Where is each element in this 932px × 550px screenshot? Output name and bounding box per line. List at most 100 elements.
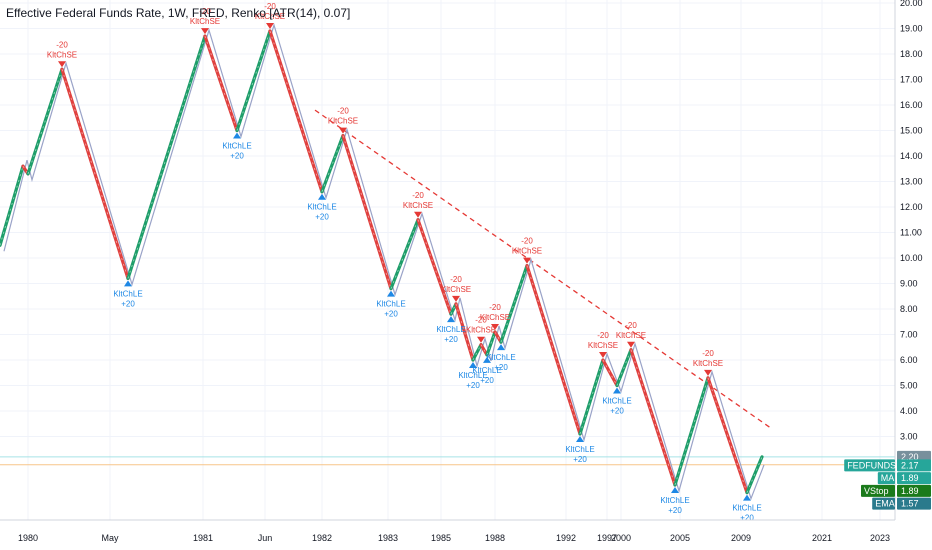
renko-segment (320, 134, 345, 194)
long-entry-signal: KltChLE+20 (472, 356, 502, 385)
price-tick-label: 14.00 (900, 151, 923, 161)
fedfunds-badge: 2.17 FEDFUNDS (844, 459, 931, 472)
long-entry-signal: KltChLE+20 (376, 290, 406, 319)
price-axis[interactable]: 20.00 19.00 18.00 17.00 16.00 15.00 14.00 13.00… (900, 0, 923, 442)
signal-label: KltChLE (307, 203, 336, 212)
time-tick-label: 1988 (485, 533, 505, 543)
renko-brick-texture (616, 349, 632, 386)
price-tick-label: 17.00 (900, 75, 923, 85)
moving-average-line (3, 22, 765, 501)
signal-label: KltChSE (403, 201, 433, 210)
long-entry-signal: KltChLE+20 (458, 362, 488, 390)
long-entry-signal: KltChLE+20 (602, 387, 632, 416)
arrow-down-icon (599, 352, 607, 358)
time-tick-label: 1981 (193, 533, 213, 543)
grid-lines (0, 0, 895, 520)
arrow-down-icon (477, 336, 485, 343)
signal-amount: -20 (625, 321, 637, 330)
time-tick-label: 1992 (556, 533, 576, 543)
long-entry-signal: KltChLE+20 (222, 132, 252, 161)
ma-badge-label-bg (877, 472, 895, 485)
arrow-up-icon (743, 494, 751, 501)
signal-amount: -20 (597, 331, 609, 340)
renko-segment (235, 29, 272, 133)
arrow-down-icon (201, 28, 209, 35)
renko-brick-texture (746, 456, 763, 493)
price-tick-label: 20.00 (900, 0, 923, 8)
long-entry-signal: KltChLE+20 (732, 494, 762, 523)
renko-segment (471, 343, 483, 362)
arrow-up-icon (671, 486, 679, 493)
long-entry-signal: KltChLE+20 (307, 193, 337, 222)
ema-badge: 1.57 EMA (872, 497, 931, 510)
long-entry-signal: KltChLE+20 (113, 280, 143, 308)
renko-brick-texture (127, 36, 206, 279)
price-tick-label: 10.00 (900, 253, 923, 263)
long-entry-signal: KltChLE+20 (660, 486, 690, 515)
renko-brick-texture (27, 69, 63, 174)
arrow-down-icon (414, 211, 422, 218)
ema-badge-label-bg (872, 497, 895, 510)
price-tick-label: 6.00 (900, 355, 918, 365)
renko-brick-texture (61, 69, 129, 279)
signal-label: KltChSE (328, 117, 358, 126)
renko-bricks (0, 29, 764, 495)
signal-label: KltChLE (660, 496, 689, 505)
signal-amount: +20 (315, 213, 329, 222)
time-tick-label: May (101, 533, 119, 543)
renko-brick-texture (602, 359, 618, 386)
signal-label: KltChSE (693, 359, 723, 368)
price-badges: 2.202.17 FEDFUNDS 1.89 MA 1.89 VStop 1.57 EMA (844, 450, 931, 510)
signal-amount: +20 (740, 514, 754, 523)
signal-label: KltChSE (190, 17, 220, 26)
price-tick-label: 3.00 (900, 432, 918, 442)
ma-badge-bg (897, 472, 931, 485)
signal-amount: -20 (337, 107, 349, 116)
renko-brick-texture (417, 219, 452, 315)
price-tick-label: 5.00 (900, 381, 918, 391)
renko-segment (525, 264, 582, 436)
renko-brick-texture (450, 303, 457, 315)
trend-line-dashed[interactable] (314, 109, 773, 430)
ema-badge-bg (897, 497, 931, 510)
long-entry-signal: KltChLE+20 (565, 435, 595, 464)
fedfunds-badge-bg (897, 459, 931, 472)
time-tick-label: Jun (258, 533, 273, 543)
time-tick-label: 2021 (812, 533, 832, 543)
vstop-badge-bg (897, 484, 931, 497)
signal-label: KltChLE (113, 289, 142, 298)
signal-label: KltChSE (47, 50, 77, 59)
signal-amount: +20 (230, 152, 244, 161)
signal-amount: -20 (475, 316, 487, 325)
renko-brick-texture (321, 135, 344, 192)
trend-line[interactable] (314, 109, 773, 430)
renko-brick-texture (579, 359, 604, 435)
time-tick-label: 2009 (731, 533, 751, 543)
signal-amount: -20 (702, 349, 714, 358)
price-tick-label: 8.00 (900, 304, 918, 314)
price-badge-value: 2.20 (901, 452, 919, 462)
price-tick-label: 13.00 (900, 177, 923, 187)
signal-amount: +20 (121, 299, 135, 308)
time-tick-label: 1997 (597, 533, 617, 543)
renko-brick-texture (494, 331, 502, 343)
signal-amount: -20 (264, 2, 276, 11)
vstop-badge-label-bg (861, 484, 895, 497)
renko-brick-texture (674, 377, 709, 486)
price-tick-label: 4.00 (900, 406, 918, 416)
price-tick-label: 15.00 (900, 126, 923, 136)
renko-brick-texture (455, 303, 474, 361)
signal-label: KltChSE (441, 285, 471, 294)
signal-label: KltChLE (565, 445, 594, 454)
long-entry-signal: KltChLE+20 (486, 344, 516, 372)
fedfunds-badge-value: 2.17 (901, 460, 919, 470)
signal-amount: -20 (56, 40, 68, 49)
time-axis[interactable]: 1980 May 1981 Jun 1982 1983 1985 1988 1992 199720… (18, 533, 890, 543)
arrow-down-icon (627, 341, 635, 348)
renko-brick-texture (390, 219, 419, 289)
